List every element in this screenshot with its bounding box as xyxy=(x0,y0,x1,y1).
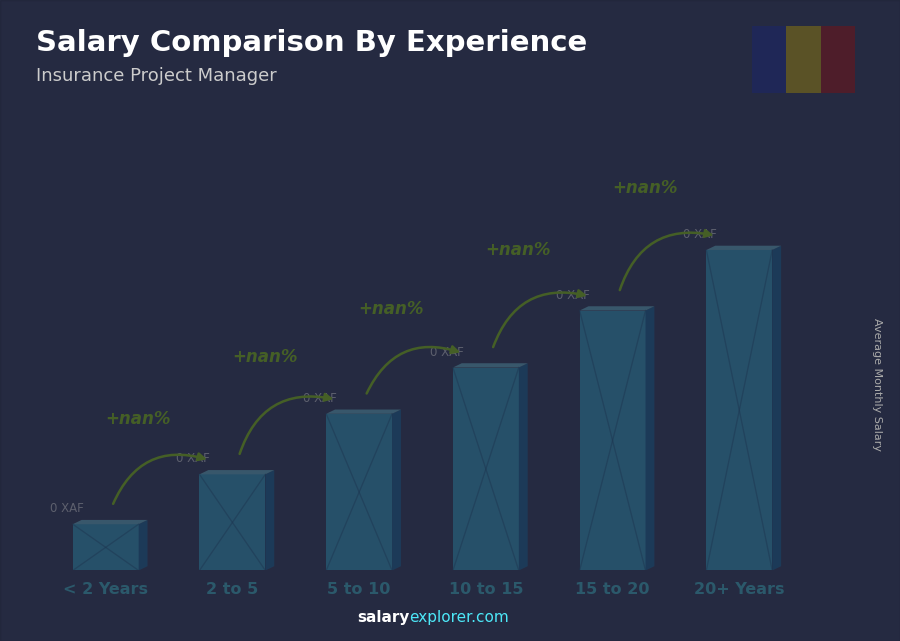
Polygon shape xyxy=(326,410,401,414)
Text: 0 XAF: 0 XAF xyxy=(683,228,717,241)
Bar xyxy=(453,367,518,570)
Text: 0 XAF: 0 XAF xyxy=(176,453,210,465)
Bar xyxy=(706,250,772,570)
Text: salary: salary xyxy=(357,610,410,625)
Polygon shape xyxy=(645,306,654,570)
Bar xyxy=(786,26,821,93)
Bar xyxy=(580,310,645,570)
Text: +nan%: +nan% xyxy=(359,299,424,318)
Text: +nan%: +nan% xyxy=(105,410,171,428)
Text: +nan%: +nan% xyxy=(232,347,298,366)
Bar xyxy=(200,474,266,570)
Polygon shape xyxy=(200,470,274,474)
Text: +nan%: +nan% xyxy=(485,241,551,259)
Polygon shape xyxy=(73,520,148,524)
Polygon shape xyxy=(453,363,527,367)
Polygon shape xyxy=(706,246,781,250)
Polygon shape xyxy=(518,363,527,570)
Polygon shape xyxy=(139,520,148,570)
Polygon shape xyxy=(580,306,654,310)
Text: 0 XAF: 0 XAF xyxy=(429,345,464,358)
Bar xyxy=(73,524,139,570)
Text: 0 XAF: 0 XAF xyxy=(303,392,337,405)
Polygon shape xyxy=(772,246,781,570)
Bar xyxy=(752,26,786,93)
Bar xyxy=(821,26,855,93)
Polygon shape xyxy=(266,470,274,570)
Text: Average Monthly Salary: Average Monthly Salary xyxy=(872,318,883,451)
Text: explorer.com: explorer.com xyxy=(410,610,509,625)
Text: 0 XAF: 0 XAF xyxy=(556,288,590,302)
Text: 0 XAF: 0 XAF xyxy=(50,503,84,515)
Text: Salary Comparison By Experience: Salary Comparison By Experience xyxy=(36,29,587,57)
Bar xyxy=(326,414,392,570)
Text: Insurance Project Manager: Insurance Project Manager xyxy=(36,67,277,85)
Text: +nan%: +nan% xyxy=(612,179,678,197)
Polygon shape xyxy=(392,410,401,570)
